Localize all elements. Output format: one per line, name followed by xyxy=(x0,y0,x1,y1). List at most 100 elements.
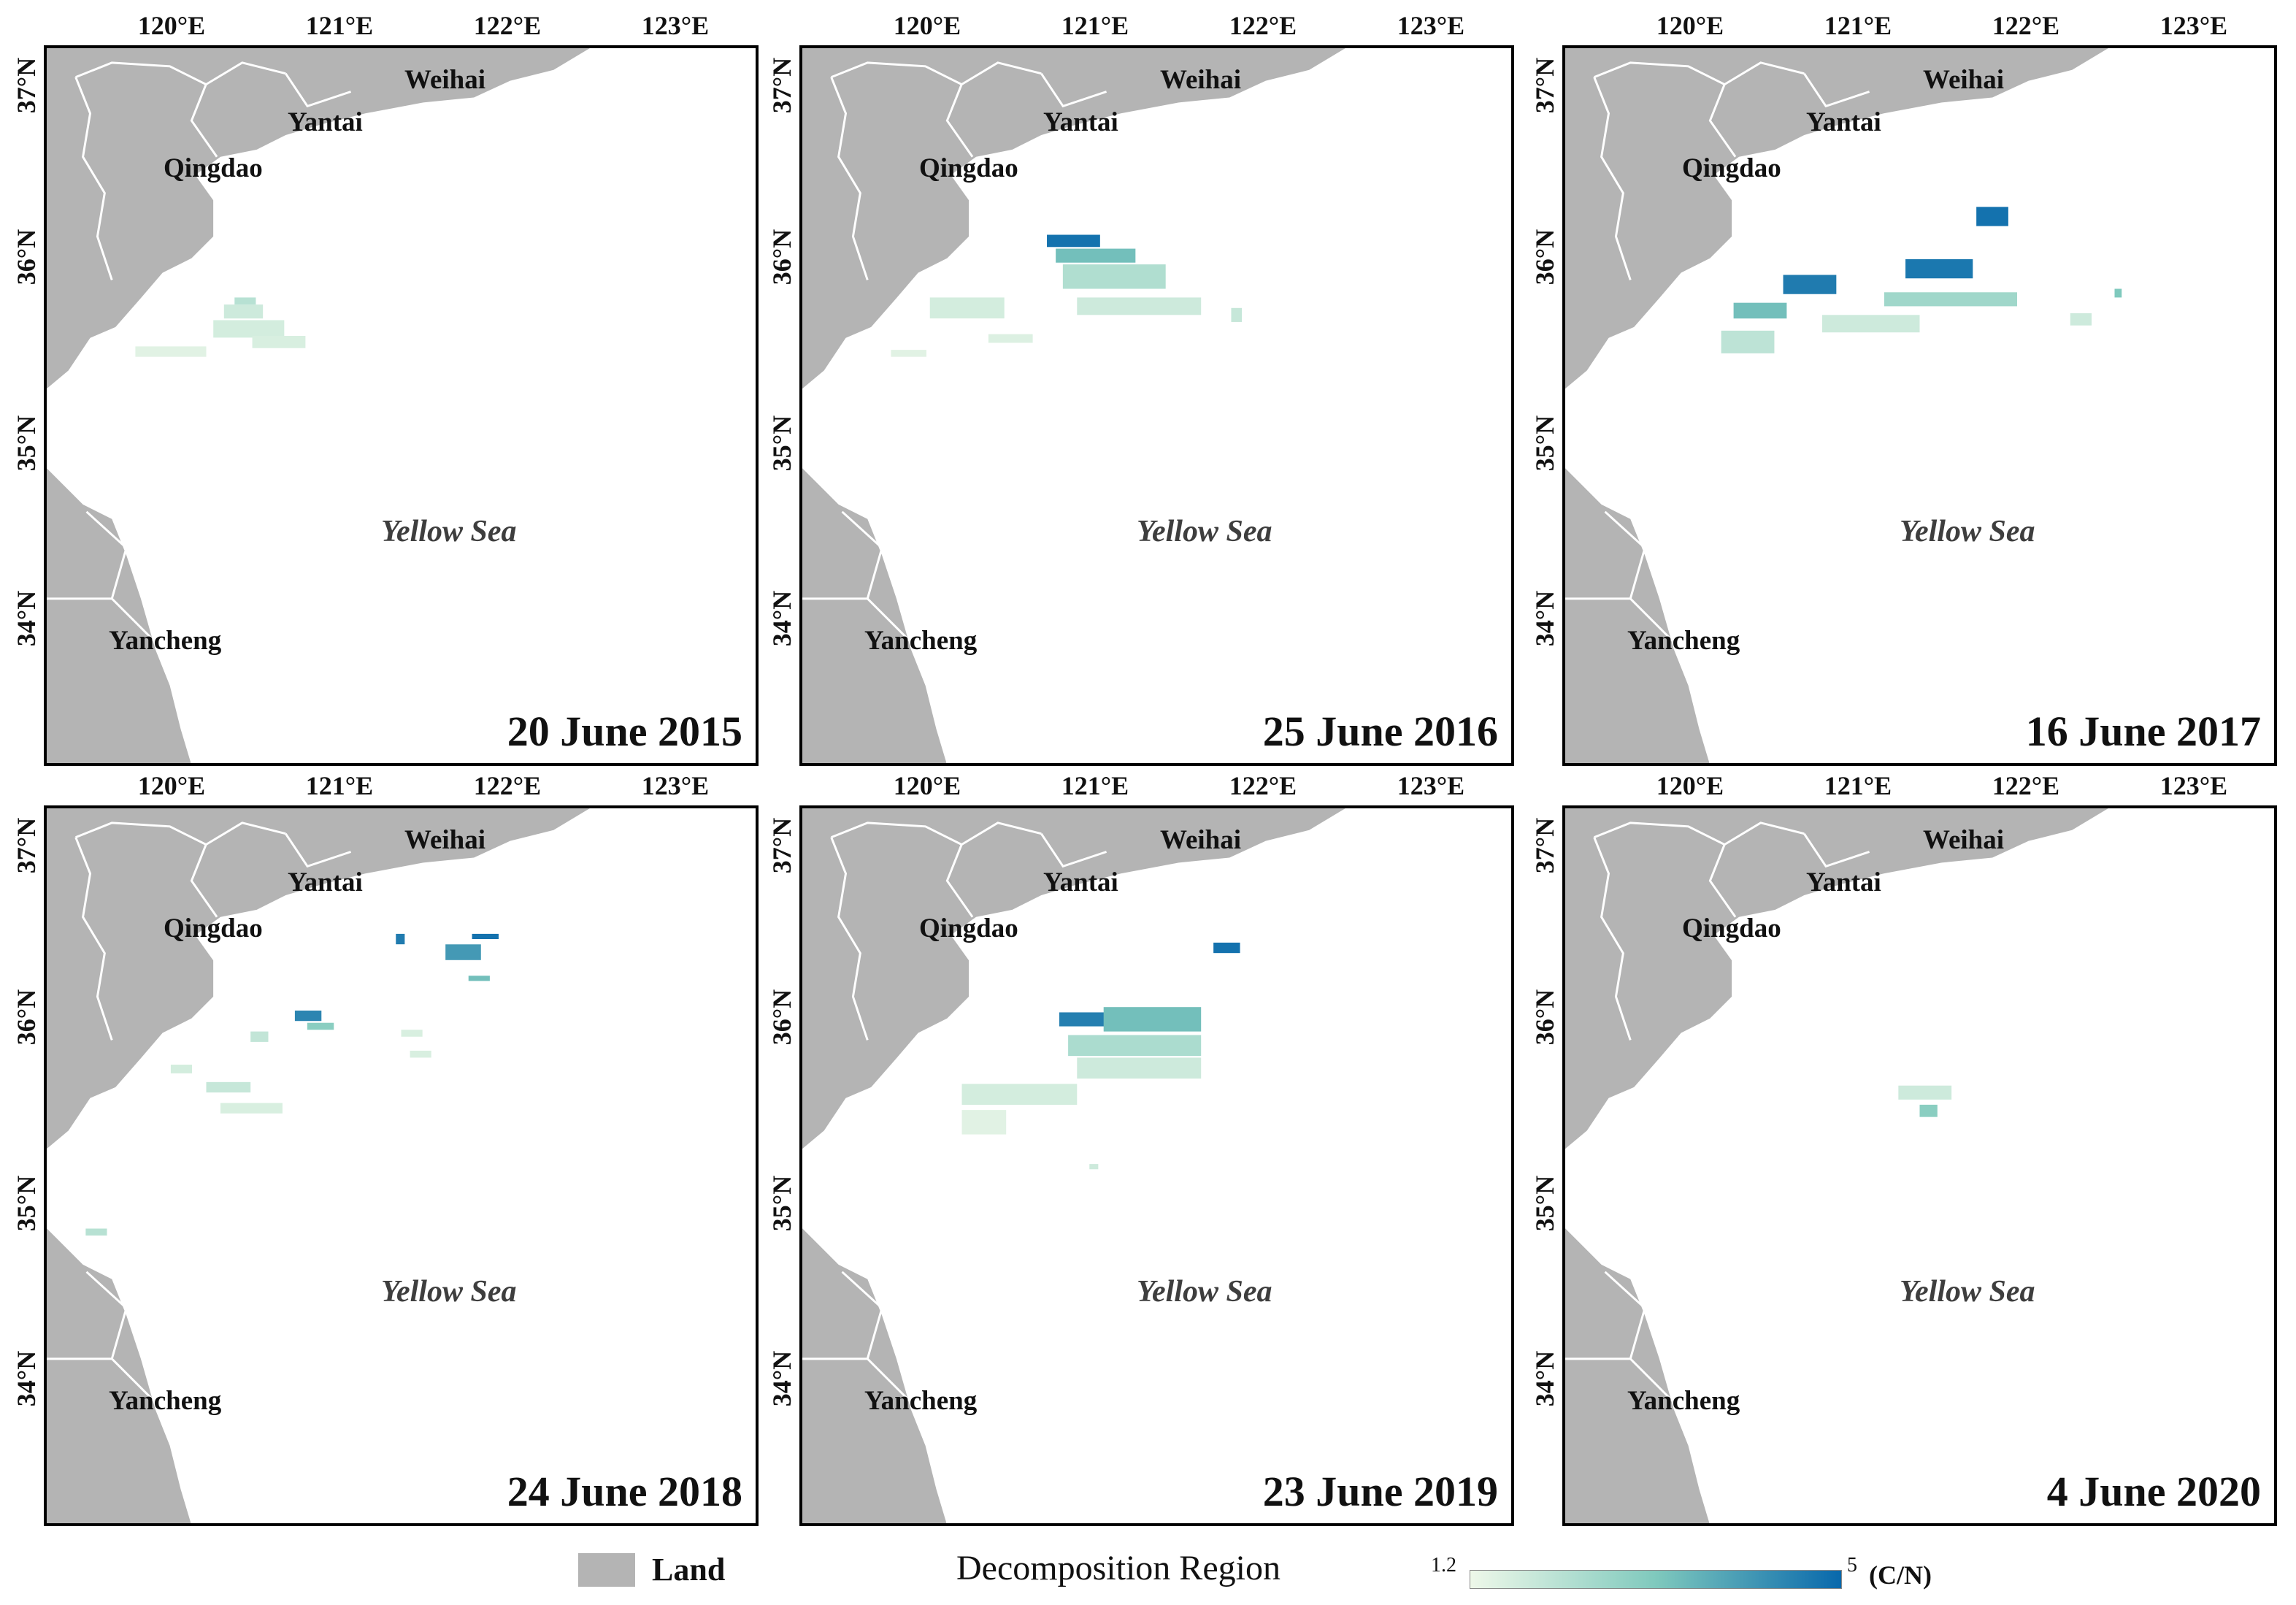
sea-label: Yellow Sea xyxy=(381,1275,517,1309)
decomposition-patch xyxy=(1231,307,1243,322)
map-layer xyxy=(1565,48,2122,763)
province-border xyxy=(85,1271,156,1403)
province-border xyxy=(190,84,218,158)
decomposition-patch xyxy=(929,297,1005,319)
sea-label: Yellow Sea xyxy=(1900,1275,2035,1309)
land-south xyxy=(47,468,191,763)
map-panel-2015: Weihai Yantai Qingdao Yancheng Yellow Se… xyxy=(44,45,759,766)
map-panel-2019: Weihai Yantai Qingdao Yancheng Yellow Se… xyxy=(799,805,1514,1526)
map-layer xyxy=(47,48,590,763)
colorbar xyxy=(1470,1570,1842,1589)
decomposition-patch xyxy=(401,1030,423,1037)
decomposition-patch xyxy=(170,1065,193,1073)
city-label-weihai: Weihai xyxy=(404,65,486,95)
panel-date: 20 June 2015 xyxy=(507,708,742,755)
decomposition-patch xyxy=(250,1031,269,1042)
longitude-label: 123°E xyxy=(1397,771,1465,800)
city-label-yantai: Yantai xyxy=(1806,107,1881,137)
decomposition-patch xyxy=(1068,1035,1202,1057)
decomposition-patch xyxy=(1919,1104,1938,1117)
province-border xyxy=(830,837,869,1041)
latitude-label: 36°N xyxy=(12,989,41,1046)
decomposition-patch xyxy=(1103,1007,1202,1032)
decomposition-patch xyxy=(1077,1057,1202,1079)
province-border xyxy=(841,1271,912,1403)
decomposition-patch xyxy=(1213,942,1240,954)
latitude-label: 34°N xyxy=(12,1350,41,1407)
latitude-label: 37°N xyxy=(1530,817,1559,874)
longitude-label: 123°E xyxy=(641,771,710,800)
city-label-yantai: Yantai xyxy=(288,107,363,137)
latitude-label: 34°N xyxy=(767,590,796,647)
decomposition-patch xyxy=(1721,330,1775,353)
decomposition-patch xyxy=(220,1103,283,1114)
colorbar-unit-label: (C/N) xyxy=(1869,1560,1932,1590)
latitude-label: 37°N xyxy=(12,817,41,874)
latitude-label: 36°N xyxy=(1530,229,1559,286)
decomposition-patch xyxy=(396,933,405,945)
city-label-qingdao: Qingdao xyxy=(919,153,1018,183)
land-south xyxy=(802,1228,947,1523)
city-label-yancheng: Yancheng xyxy=(864,626,978,656)
map-layer xyxy=(1565,808,2108,1523)
land-south xyxy=(47,1228,191,1523)
land-south xyxy=(1565,1228,1710,1523)
province-border xyxy=(831,61,1042,86)
panel-date: 23 June 2019 xyxy=(1262,1468,1498,1515)
longitude-label: 121°E xyxy=(1824,11,1892,40)
land-north xyxy=(1565,808,2108,1149)
land-north xyxy=(1565,48,2108,389)
latitude-label: 36°N xyxy=(767,229,796,286)
longitude-label: 120°E xyxy=(893,771,961,800)
colorbar-max-label: 5 xyxy=(1847,1554,1857,1577)
decomposition-patch xyxy=(988,334,1033,343)
province-border xyxy=(285,832,352,868)
latitude-label: 36°N xyxy=(1530,989,1559,1046)
decomposition-patch xyxy=(472,933,499,940)
latitude-label: 37°N xyxy=(1530,57,1559,114)
province-border xyxy=(1803,72,1870,108)
map-layer xyxy=(47,808,590,1523)
decomposition-patch xyxy=(206,1081,251,1093)
province-border xyxy=(945,844,974,918)
province-border xyxy=(831,821,1042,846)
latitude-label: 34°N xyxy=(1530,1350,1559,1407)
decomposition-patch xyxy=(234,297,256,304)
decomposition-patch xyxy=(294,1010,322,1022)
longitude-label: 123°E xyxy=(2159,11,2228,40)
latitude-label: 35°N xyxy=(12,1175,41,1232)
map-layer xyxy=(802,48,1345,763)
province-border xyxy=(1604,510,1675,643)
province-border xyxy=(74,837,113,1041)
decomposition-patch xyxy=(213,320,285,338)
legend-land-swatch xyxy=(578,1553,635,1587)
province-border xyxy=(1594,821,1805,846)
sea-label: Yellow Sea xyxy=(1137,515,1272,548)
province-border xyxy=(945,84,974,158)
city-label-yantai: Yantai xyxy=(1043,867,1118,897)
city-label-yancheng: Yancheng xyxy=(1627,1386,1740,1416)
city-label-yancheng: Yancheng xyxy=(109,626,222,656)
longitude-label: 120°E xyxy=(1656,11,1724,40)
longitude-label: 120°E xyxy=(137,11,206,40)
legend-land-label: Land xyxy=(652,1552,726,1587)
land-south xyxy=(802,468,947,763)
decomposition-patch xyxy=(1783,275,1837,294)
panel-date: 25 June 2016 xyxy=(1262,708,1498,755)
province-border xyxy=(1604,1271,1675,1403)
latitude-label: 36°N xyxy=(12,229,41,286)
decomposition-patch xyxy=(2070,313,2092,326)
province-border xyxy=(1593,77,1632,280)
city-label-yancheng: Yancheng xyxy=(109,1386,222,1416)
map-panel-2017: Weihai Yantai Qingdao Yancheng Yellow Se… xyxy=(1562,45,2277,766)
decomposition-patch xyxy=(1976,207,2008,226)
province-border xyxy=(75,61,286,86)
latitude-label: 37°N xyxy=(767,817,796,874)
city-label-yancheng: Yancheng xyxy=(1627,626,1740,656)
latitude-label: 34°N xyxy=(1530,590,1559,647)
decomposition-patch xyxy=(307,1022,334,1030)
longitude-label: 120°E xyxy=(137,771,206,800)
province-border xyxy=(190,844,218,918)
decomposition-patch xyxy=(1077,297,1202,315)
decomposition-patch xyxy=(961,1084,1078,1105)
